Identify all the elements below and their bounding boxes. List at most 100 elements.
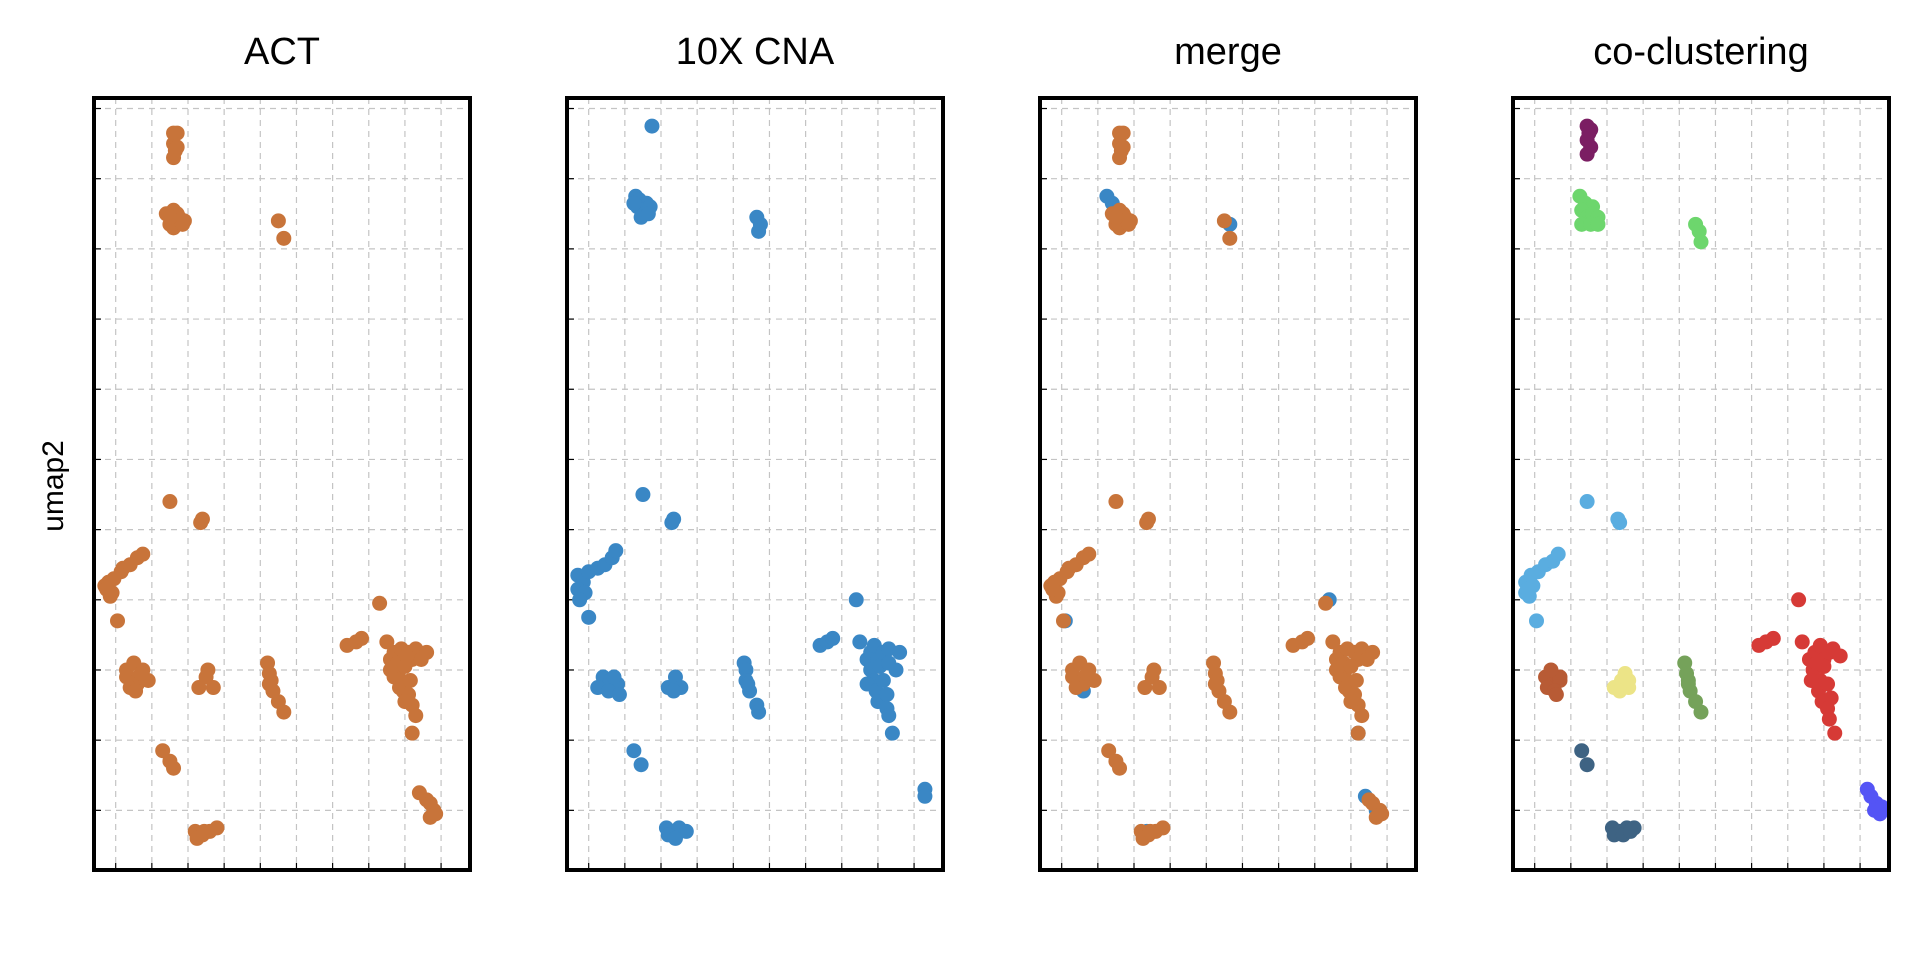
- scatter-point: [572, 592, 588, 608]
- scatter-point: [1081, 546, 1097, 562]
- scatter-point: [200, 662, 216, 678]
- panel-frame: [565, 96, 945, 872]
- scatter-point: [1590, 216, 1606, 232]
- umap-panel: co-clustering: [1511, 31, 1891, 872]
- scatter-point: [852, 634, 868, 650]
- scatter-point: [169, 125, 185, 141]
- scatter-point: [133, 665, 149, 681]
- scatter-point: [408, 708, 424, 724]
- y-axis-label: umap2: [37, 440, 70, 532]
- umap-panel: merge: [1038, 31, 1418, 872]
- scatter-point: [1579, 494, 1595, 510]
- scatter-point: [606, 669, 622, 685]
- scatter-point: [1827, 725, 1843, 741]
- scatter-point: [1680, 676, 1696, 692]
- scatter-point: [1612, 515, 1628, 531]
- scatter-point: [193, 515, 209, 531]
- scatter-series: [1579, 118, 1599, 162]
- scatter-series: [570, 118, 933, 846]
- scatter-point: [1693, 704, 1709, 720]
- scatter-point: [1079, 665, 1095, 681]
- scatter-point: [1809, 655, 1825, 671]
- scatter-point: [1112, 760, 1128, 776]
- scatter-series: [1751, 592, 1848, 741]
- scatter-point: [196, 823, 212, 839]
- scatter-point: [162, 494, 178, 510]
- grid: [567, 98, 943, 870]
- scatter-point: [1867, 802, 1883, 818]
- scatter-point: [402, 673, 418, 689]
- scatter-point: [666, 683, 682, 699]
- scatter-point: [1142, 823, 1158, 839]
- scatter-point: [884, 725, 900, 741]
- scatter-point: [1374, 806, 1390, 822]
- scatter-point: [1325, 634, 1341, 650]
- scatter-point: [1348, 673, 1364, 689]
- scatter-point: [1803, 673, 1819, 689]
- scatter-point: [1791, 592, 1807, 608]
- scatter-point: [1350, 725, 1366, 741]
- scatter-point: [1832, 648, 1848, 664]
- scatter-point: [128, 683, 144, 699]
- scatter-point: [608, 543, 624, 559]
- scatter-point: [1579, 757, 1595, 773]
- scatter-point: [1821, 711, 1837, 727]
- scatter-point: [626, 195, 642, 211]
- scatter-point: [635, 487, 651, 503]
- scatter-point: [397, 694, 413, 710]
- umap-panel: 10X CNA: [565, 31, 945, 872]
- scatter-point: [1794, 634, 1810, 650]
- scatter-point: [1318, 595, 1334, 611]
- scatter-point: [1139, 515, 1155, 531]
- scatter-series: [1859, 781, 1890, 822]
- grid: [1513, 98, 1889, 870]
- scatter-point: [1529, 613, 1544, 629]
- scatter-point: [879, 687, 895, 703]
- scatter-point: [1519, 581, 1535, 597]
- scatter-point: [892, 644, 908, 660]
- scatter-point: [1623, 823, 1638, 839]
- scatter-point: [640, 206, 656, 222]
- scatter-point: [99, 581, 115, 597]
- scatter-point: [1543, 662, 1559, 678]
- scatter-point: [1115, 125, 1131, 141]
- scatter-point: [667, 830, 683, 846]
- scatter-point: [126, 655, 142, 671]
- grid: [1040, 98, 1416, 870]
- scatter-point: [751, 223, 767, 239]
- scatter-point: [917, 788, 933, 804]
- scatter-point: [135, 546, 151, 562]
- scatter-point: [1222, 704, 1238, 720]
- scatter-point: [209, 820, 225, 836]
- scatter-point: [664, 515, 680, 531]
- scatter-point: [1343, 658, 1359, 674]
- scatter-point: [382, 662, 398, 678]
- scatter-point: [1579, 146, 1595, 162]
- scatter-series: [1057, 188, 1384, 839]
- scatter-point: [1108, 494, 1124, 510]
- scatter-point: [110, 613, 125, 629]
- scatter-point: [1354, 708, 1370, 724]
- scatter-point: [270, 213, 286, 229]
- scatter-point: [738, 662, 754, 678]
- scatter-point: [1765, 630, 1781, 646]
- scatter-point: [644, 118, 660, 134]
- scatter-point: [825, 630, 841, 646]
- scatter-point: [1343, 694, 1359, 710]
- scatter-point: [372, 595, 388, 611]
- panel-title: 10X CNA: [676, 31, 835, 73]
- panel-frame: [1511, 96, 1891, 872]
- scatter-point: [1550, 546, 1566, 562]
- scatter-point: [1146, 662, 1162, 678]
- scatter-point: [1820, 676, 1836, 692]
- scatter-point: [881, 708, 897, 724]
- scatter-point: [1155, 820, 1171, 836]
- scatter-point: [1207, 676, 1223, 692]
- panel-frame: [1038, 96, 1418, 872]
- scatter-point: [205, 680, 221, 696]
- scatter-point: [1068, 680, 1084, 696]
- grid: [94, 98, 470, 870]
- scatter-point: [1612, 683, 1628, 699]
- panel-frame: [92, 96, 472, 872]
